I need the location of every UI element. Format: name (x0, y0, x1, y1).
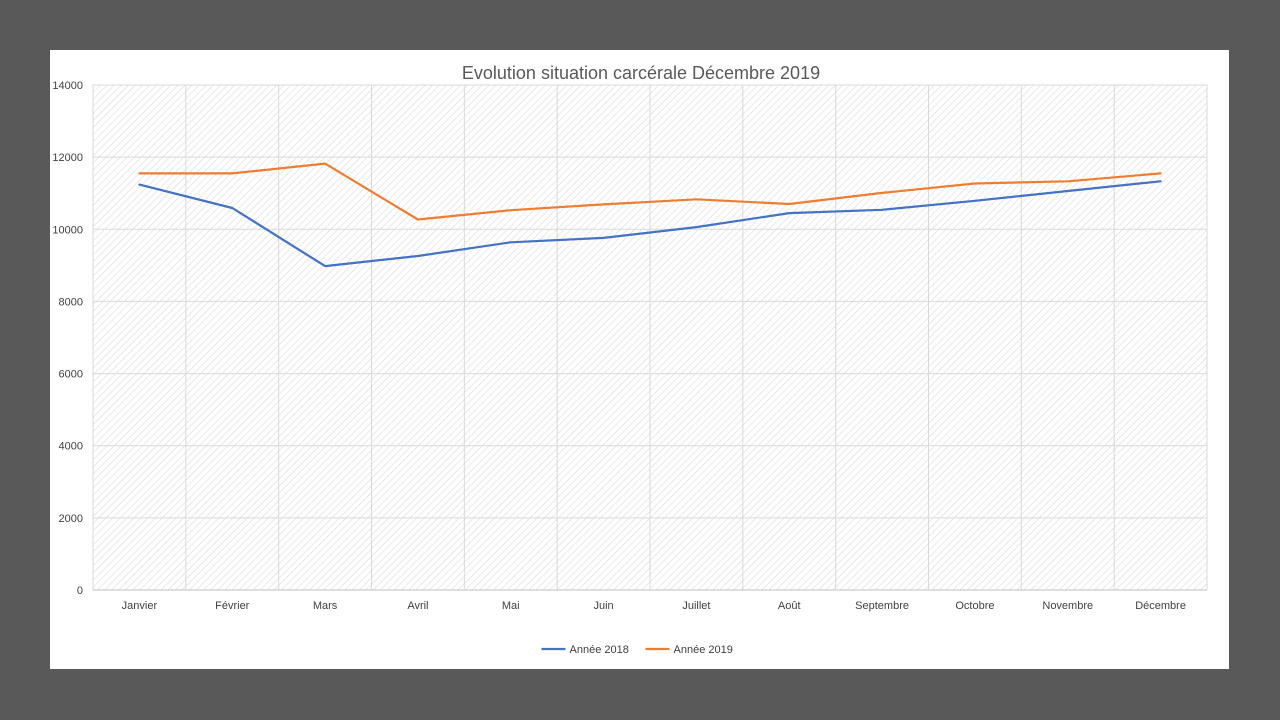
x-tick-label: Janvier (122, 600, 158, 612)
x-tick-label: Février (215, 600, 250, 612)
series-line-1 (138, 180, 1162, 268)
x-tick-label: Août (778, 600, 801, 612)
chart-panel: 0 2000 4000 6000 8000 10000 12000 14000 Janvier… (50, 50, 1229, 669)
y-tick-label: 10000 (52, 224, 83, 236)
y-tick-label: 0 (77, 585, 83, 597)
legend: Année 2018 Année 2019 (541, 644, 733, 656)
y-axis: 0 2000 4000 6000 8000 10000 12000 14000 (52, 80, 83, 597)
y-tick-label: 8000 (59, 296, 83, 308)
x-tick-label: Avril (407, 600, 428, 612)
y-tick-label: 4000 (59, 441, 83, 453)
series-lines (138, 162, 1162, 268)
x-tick-label: Septembre (855, 600, 909, 612)
y-tick-label: 12000 (52, 152, 83, 164)
y-tick-label: 6000 (59, 369, 83, 381)
x-tick-label: Juillet (682, 600, 710, 612)
gridlines (92, 84, 1208, 591)
legend-label: Année 2018 (570, 644, 629, 656)
x-tick-label: Juin (593, 600, 613, 612)
y-tick-label: 2000 (59, 513, 83, 525)
line-chart: 0 2000 4000 6000 8000 10000 12000 14000 Janvier… (52, 63, 1208, 656)
x-axis: Janvier Février Mars Avril Mai Juin Juillet Aoû… (122, 600, 1186, 612)
x-tick-label: Octobre (955, 600, 994, 612)
series-line-2 (138, 162, 1162, 221)
x-tick-label: Mai (502, 600, 520, 612)
legend-label: Année 2019 (674, 644, 733, 656)
x-tick-label: Novembre (1042, 600, 1093, 612)
y-tick-label: 14000 (52, 80, 83, 92)
x-tick-label: Décembre (1135, 600, 1186, 612)
x-tick-label: Mars (313, 600, 338, 612)
chart-title: Evolution situation carcérale Décembre 2… (462, 63, 820, 83)
